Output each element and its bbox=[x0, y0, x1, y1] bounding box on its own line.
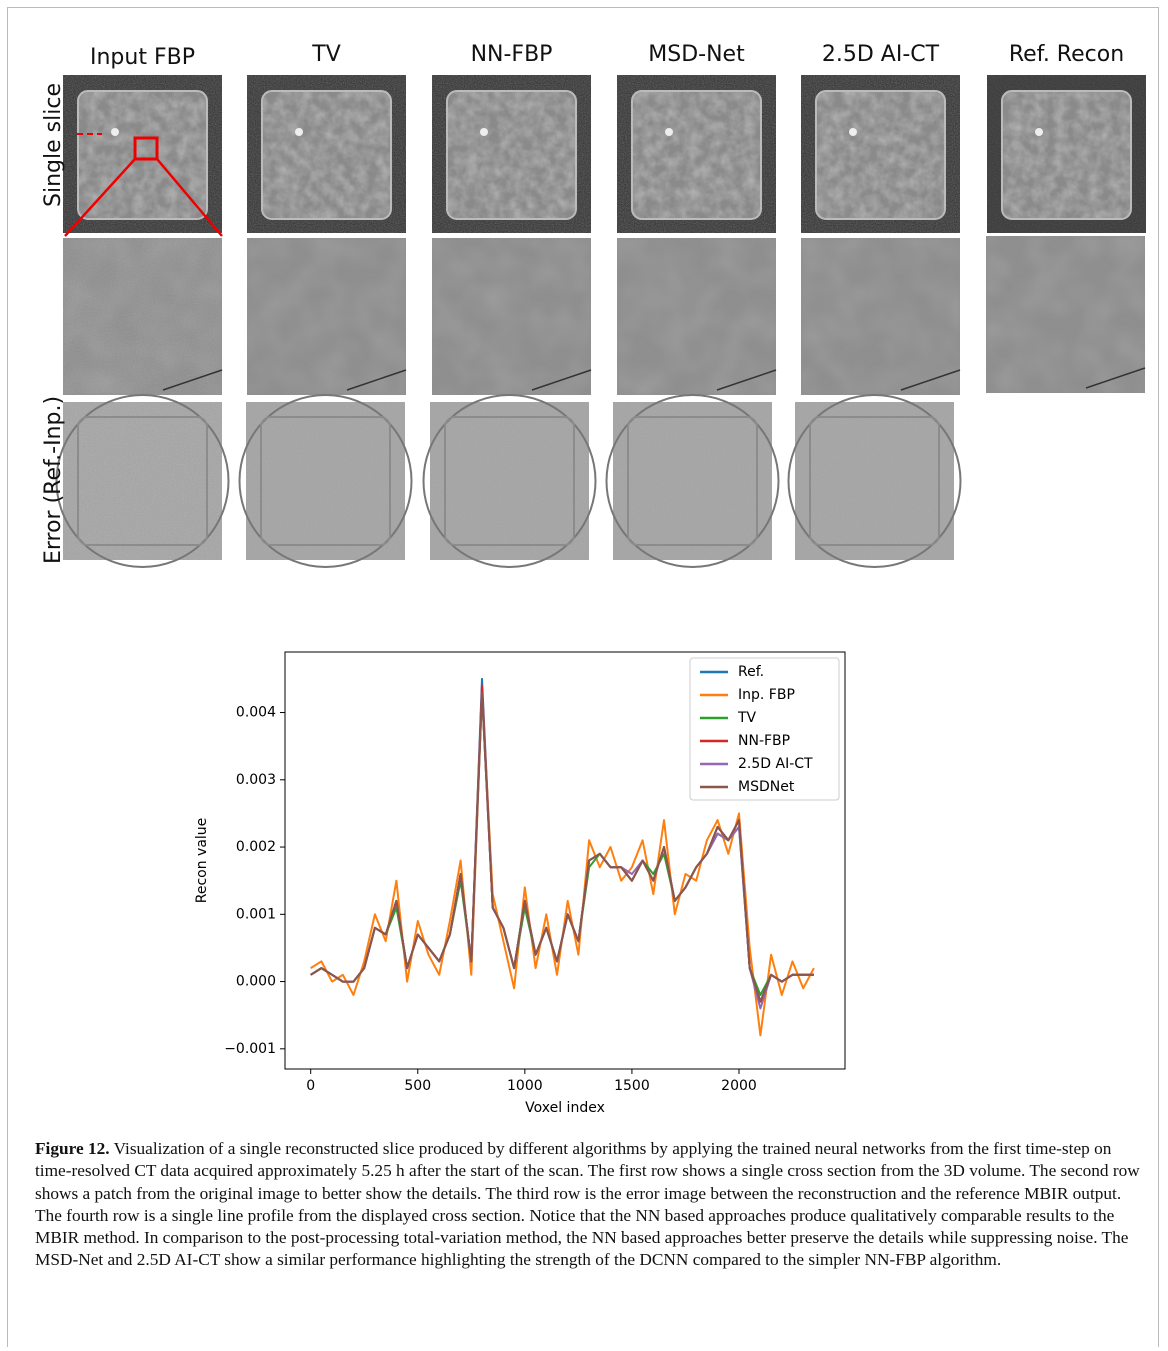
x-tick-label: 0 bbox=[306, 1078, 315, 1094]
error-square bbox=[77, 416, 208, 546]
column-header: NN-FBP bbox=[471, 42, 553, 67]
column-header: TV bbox=[311, 42, 341, 67]
x-tick-label: 1000 bbox=[507, 1078, 543, 1094]
bright-spot bbox=[111, 128, 119, 136]
legend-label: 2.5D AI-CT bbox=[738, 756, 813, 772]
error-noise bbox=[430, 402, 589, 560]
zoom-box bbox=[133, 136, 159, 161]
patch-texture bbox=[617, 238, 776, 395]
slice-image bbox=[432, 75, 591, 233]
patch-crack bbox=[346, 369, 407, 391]
error-square bbox=[444, 416, 575, 546]
error-noise bbox=[613, 402, 772, 560]
series-line bbox=[310, 691, 814, 1003]
plot-frame bbox=[284, 651, 846, 1070]
error-noise bbox=[795, 402, 954, 560]
zoom-line bbox=[64, 158, 136, 237]
patch-texture bbox=[801, 238, 960, 395]
error-square bbox=[260, 416, 391, 546]
slice-image bbox=[247, 75, 406, 233]
patch-crack bbox=[531, 369, 592, 391]
sample-texture bbox=[447, 91, 576, 219]
y-axis-label: Recon value bbox=[194, 818, 210, 904]
legend-label: Ref. bbox=[738, 664, 764, 680]
column-header: 2.5D AI-CT bbox=[822, 42, 940, 67]
caption-text: Visualization of a single reconstructed … bbox=[35, 1139, 1140, 1270]
patch-crack bbox=[900, 369, 961, 391]
slice-image bbox=[617, 75, 776, 233]
patch-texture bbox=[986, 236, 1145, 393]
bright-spot bbox=[1035, 128, 1043, 136]
column-header: Input FBP bbox=[90, 45, 195, 70]
error-ring bbox=[55, 394, 230, 568]
patch-crack bbox=[716, 369, 777, 391]
bright-spot bbox=[849, 128, 857, 136]
error-ring bbox=[605, 394, 780, 568]
legend-label: Inp. FBP bbox=[738, 687, 795, 703]
sample-texture bbox=[632, 91, 761, 219]
x-axis-label: Voxel index bbox=[525, 1100, 605, 1116]
sample-texture bbox=[1002, 91, 1131, 219]
error-ring bbox=[238, 394, 413, 568]
caption: Figure 12. Visualization of a single rec… bbox=[35, 1138, 1140, 1272]
figure: Input FBP TV NN-FBP MSD-Net 2.5D AI-CT Ref. R… bbox=[41, 42, 1146, 1116]
patch-noise bbox=[63, 238, 222, 395]
y-tick-label: −0.001 bbox=[224, 1041, 276, 1057]
patch-crack bbox=[1085, 367, 1146, 389]
slice-image bbox=[987, 75, 1146, 233]
x-tick-label: 500 bbox=[404, 1078, 431, 1094]
y-tick-label: 0.002 bbox=[236, 839, 276, 855]
row-label: Single slice bbox=[41, 83, 66, 207]
legend-label: TV bbox=[737, 710, 757, 726]
y-tick-label: 0.001 bbox=[236, 906, 276, 922]
error-square bbox=[627, 416, 758, 546]
legend-label: NN-FBP bbox=[738, 733, 790, 749]
y-tick-label: 0.000 bbox=[236, 974, 276, 990]
bright-spot bbox=[295, 128, 303, 136]
sample-texture bbox=[816, 91, 945, 219]
page-frame bbox=[7, 7, 1159, 1347]
x-tick-label: 1500 bbox=[614, 1078, 650, 1094]
error-noise bbox=[246, 402, 405, 560]
y-tick-label: 0.004 bbox=[236, 705, 276, 721]
bright-spot bbox=[480, 128, 488, 136]
error-ring bbox=[422, 394, 597, 568]
zoom-line bbox=[156, 158, 223, 237]
patch-texture bbox=[432, 238, 591, 395]
caption-label: Figure 12. bbox=[35, 1139, 110, 1158]
y-tick-label: 0.003 bbox=[236, 772, 276, 788]
patch-texture bbox=[247, 238, 406, 395]
sample-texture bbox=[262, 91, 391, 219]
legend-label: MSDNet bbox=[738, 779, 795, 795]
error-ring bbox=[787, 394, 962, 568]
error-noise bbox=[63, 402, 222, 560]
column-header: Ref. Recon bbox=[1009, 42, 1124, 67]
row-label: Error (Ref.-Inp.) bbox=[41, 396, 66, 564]
x-tick-label: 2000 bbox=[721, 1078, 757, 1094]
column-header: MSD-Net bbox=[648, 42, 745, 67]
bright-spot bbox=[665, 128, 673, 136]
error-square bbox=[809, 416, 940, 546]
patch-crack bbox=[162, 369, 223, 391]
slice-image bbox=[801, 75, 960, 233]
